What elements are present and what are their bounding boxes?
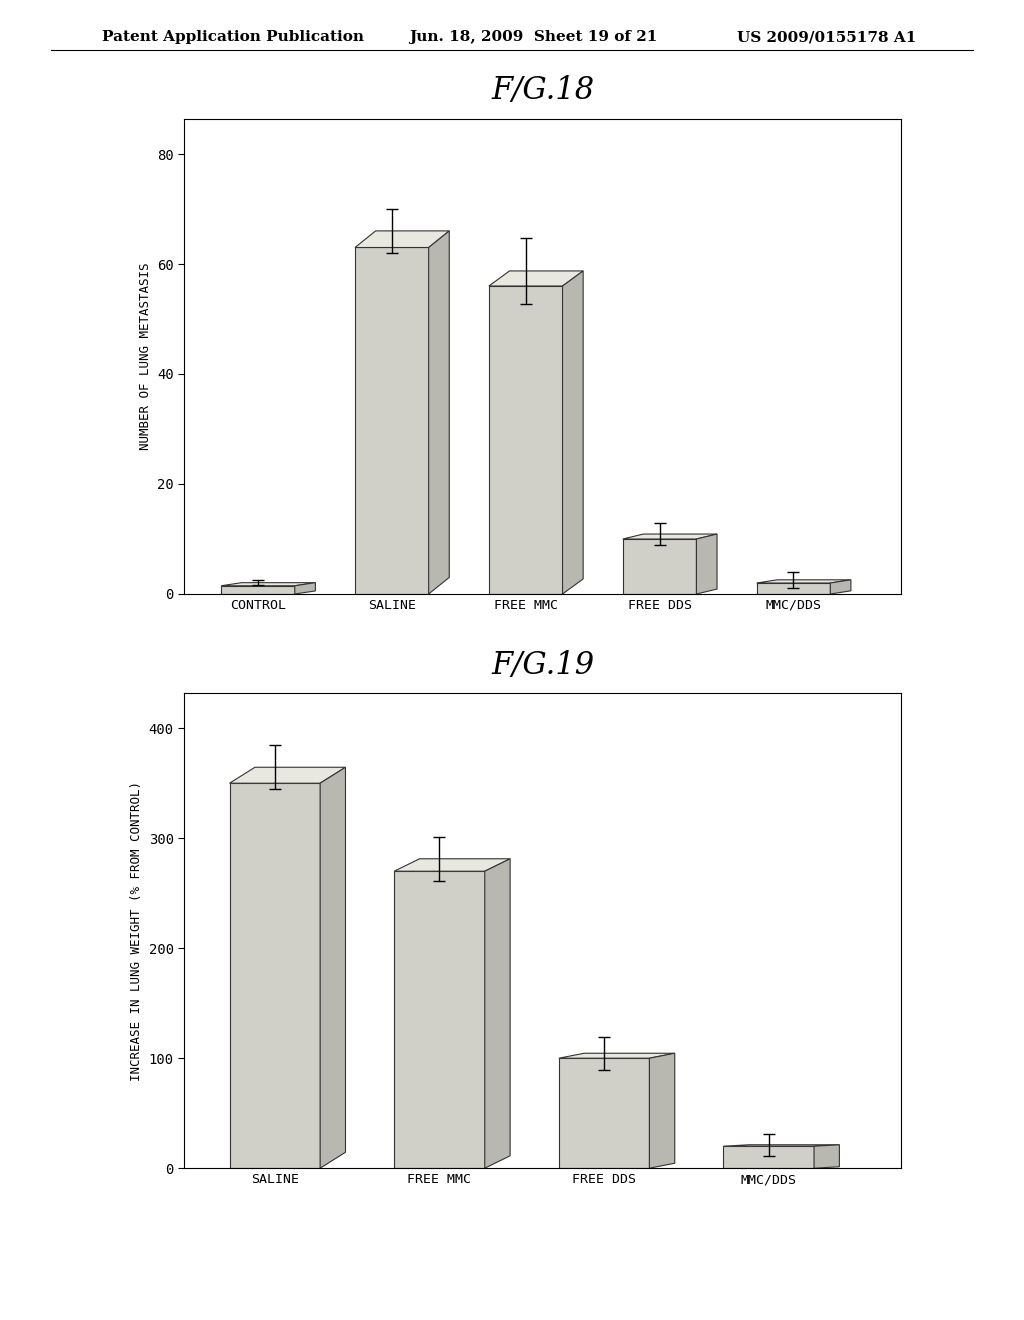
Bar [394, 871, 484, 1168]
Polygon shape [429, 231, 450, 594]
Bar [229, 783, 321, 1168]
Polygon shape [562, 271, 583, 594]
Title: F/G.18: F/G.18 [492, 75, 594, 107]
Bar [221, 586, 295, 594]
Text: Patent Application Publication: Patent Application Publication [102, 30, 365, 45]
Polygon shape [221, 582, 315, 586]
Bar [559, 1059, 649, 1168]
Polygon shape [757, 579, 851, 583]
Polygon shape [295, 582, 315, 594]
Bar [488, 286, 562, 594]
Text: Jun. 18, 2009  Sheet 19 of 21: Jun. 18, 2009 Sheet 19 of 21 [410, 30, 658, 45]
Bar [355, 248, 429, 594]
Y-axis label: INCREASE IN LUNG WEIGHT (% FROM CONTROL): INCREASE IN LUNG WEIGHT (% FROM CONTROL) [130, 780, 143, 1081]
Polygon shape [321, 767, 345, 1168]
Polygon shape [696, 535, 717, 594]
Title: F/G.19: F/G.19 [492, 649, 594, 681]
Bar [623, 539, 696, 594]
Polygon shape [649, 1053, 675, 1168]
Polygon shape [394, 859, 510, 871]
Polygon shape [830, 579, 851, 594]
Polygon shape [484, 859, 510, 1168]
Polygon shape [724, 1144, 840, 1146]
Bar [724, 1146, 814, 1168]
Polygon shape [623, 535, 717, 539]
Polygon shape [559, 1053, 675, 1059]
Text: US 2009/0155178 A1: US 2009/0155178 A1 [737, 30, 916, 45]
Polygon shape [355, 231, 450, 248]
Polygon shape [488, 271, 583, 286]
Polygon shape [229, 767, 345, 783]
Bar [757, 583, 830, 594]
Polygon shape [814, 1144, 840, 1168]
Y-axis label: NUMBER OF LUNG METASTASIS: NUMBER OF LUNG METASTASIS [138, 263, 152, 450]
